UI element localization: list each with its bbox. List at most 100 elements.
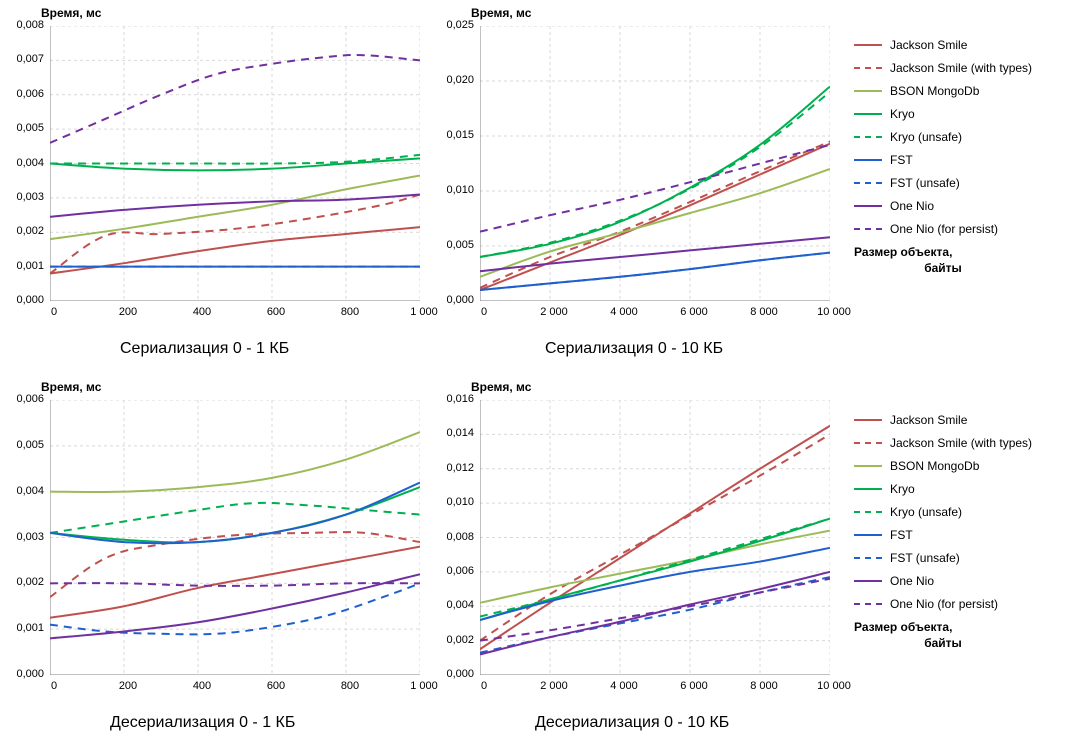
x-tick-label: 8 000 — [744, 306, 784, 318]
y-tick-label: 0,001 — [16, 622, 44, 634]
legend-1: Jackson SmileJackson Smile (with types)B… — [854, 413, 1032, 651]
legend-label: One Nio — [890, 574, 934, 588]
series-jackson_types — [50, 194, 420, 273]
legend-swatch — [854, 511, 882, 513]
x-axis-title-line1: Размер объекта, — [854, 620, 1032, 636]
y-tick-label: 0,015 — [446, 129, 474, 141]
x-tick-label: 6 000 — [674, 306, 714, 318]
figure: 02004006008001 0000,0000,0010,0020,0030,… — [0, 0, 1078, 741]
legend-swatch — [854, 419, 882, 421]
legend-label: Kryo — [890, 107, 915, 121]
legend-swatch — [854, 534, 882, 536]
chart-panel-3: 02 0004 0006 0008 00010 0000,0000,0020,0… — [480, 400, 830, 675]
x-tick-label: 2 000 — [534, 680, 574, 692]
legend-item-bson: BSON MongoDb — [854, 459, 1032, 473]
chart-panel-0: 02004006008001 0000,0000,0010,0020,0030,… — [50, 26, 420, 301]
y-tick-label: 0,004 — [446, 599, 474, 611]
legend-swatch — [854, 228, 882, 230]
panel-title: Сериализация 0 - 1 КБ — [120, 340, 289, 358]
y-tick-label: 0,006 — [446, 565, 474, 577]
panel-title: Сериализация 0 - 10 КБ — [545, 340, 723, 358]
y-tick-label: 0,008 — [16, 19, 44, 31]
series-bson — [480, 169, 830, 277]
series-bson — [480, 531, 830, 603]
y-tick-label: 0,002 — [446, 634, 474, 646]
x-axis-title: Размер объекта,байты — [854, 245, 1032, 276]
legend-label: One Nio — [890, 199, 934, 213]
y-tick-label: 0,002 — [16, 576, 44, 588]
y-tick-label: 0,000 — [446, 668, 474, 680]
legend-item-bson: BSON MongoDb — [854, 84, 1032, 98]
legend-swatch — [854, 44, 882, 46]
chart-svg — [50, 400, 420, 675]
y-tick-label: 0,010 — [446, 184, 474, 196]
chart-svg — [480, 400, 830, 675]
x-tick-label: 4 000 — [604, 680, 644, 692]
legend-item-fst: FST — [854, 528, 1032, 542]
chart-panel-2: 02004006008001 0000,0000,0010,0020,0030,… — [50, 400, 420, 675]
legend-item-onenio_persist: One Nio (for persist) — [854, 222, 1032, 236]
x-tick-label: 600 — [256, 680, 296, 692]
y-tick-label: 0,000 — [16, 294, 44, 306]
y-tick-label: 0,000 — [446, 294, 474, 306]
y-tick-label: 0,020 — [446, 74, 474, 86]
legend-item-fst_unsafe: FST (unsafe) — [854, 176, 1032, 190]
series-kryo — [480, 87, 830, 258]
legend-swatch — [854, 113, 882, 115]
x-axis-title: Размер объекта,байты — [854, 620, 1032, 651]
legend-label: One Nio (for persist) — [890, 222, 998, 236]
chart-svg — [50, 26, 420, 301]
legend-label: Kryo (unsafe) — [890, 130, 962, 144]
legend-item-onenio: One Nio — [854, 574, 1032, 588]
legend-label: FST (unsafe) — [890, 551, 960, 565]
legend-label: Kryo — [890, 482, 915, 496]
panel-title: Десериализация 0 - 10 КБ — [535, 714, 729, 732]
legend-swatch — [854, 67, 882, 69]
legend-label: FST — [890, 528, 913, 542]
y-tick-label: 0,005 — [16, 122, 44, 134]
x-tick-label: 400 — [182, 306, 222, 318]
x-tick-label: 0 — [34, 306, 74, 318]
y-axis-title: Время, мс — [41, 380, 101, 394]
x-axis-title-line2: байты — [854, 636, 1032, 652]
x-tick-label: 6 000 — [674, 680, 714, 692]
x-tick-label: 4 000 — [604, 306, 644, 318]
legend-item-kryo: Kryo — [854, 107, 1032, 121]
x-tick-label: 8 000 — [744, 680, 784, 692]
x-tick-label: 400 — [182, 680, 222, 692]
x-tick-label: 800 — [330, 306, 370, 318]
y-tick-label: 0,005 — [16, 439, 44, 451]
x-tick-label: 10 000 — [814, 306, 854, 318]
panel-title: Десериализация 0 - 1 КБ — [110, 714, 295, 732]
series-onenio_persist — [50, 55, 420, 143]
x-tick-label: 600 — [256, 306, 296, 318]
legend-swatch — [854, 580, 882, 582]
legend-label: Jackson Smile (with types) — [890, 61, 1032, 75]
legend-swatch — [854, 205, 882, 207]
y-tick-label: 0,001 — [16, 260, 44, 272]
legend-swatch — [854, 136, 882, 138]
legend-item-fst_unsafe: FST (unsafe) — [854, 551, 1032, 565]
series-kryo — [50, 487, 420, 542]
legend-0: Jackson SmileJackson Smile (with types)B… — [854, 38, 1032, 276]
legend-item-kryo_unsafe: Kryo (unsafe) — [854, 130, 1032, 144]
x-tick-label: 10 000 — [814, 680, 854, 692]
legend-label: One Nio (for persist) — [890, 597, 998, 611]
legend-label: BSON MongoDb — [890, 459, 979, 473]
y-tick-label: 0,003 — [16, 191, 44, 203]
x-axis-title-line1: Размер объекта, — [854, 245, 1032, 261]
y-tick-label: 0,012 — [446, 462, 474, 474]
y-tick-label: 0,008 — [446, 531, 474, 543]
legend-swatch — [854, 557, 882, 559]
legend-item-kryo_unsafe: Kryo (unsafe) — [854, 505, 1032, 519]
y-axis-title: Время, мс — [471, 380, 531, 394]
y-axis-title: Время, мс — [471, 6, 531, 20]
y-tick-label: 0,000 — [16, 668, 44, 680]
series-onenio — [480, 237, 830, 271]
x-tick-label: 0 — [34, 680, 74, 692]
y-tick-label: 0,025 — [446, 19, 474, 31]
y-tick-label: 0,014 — [446, 427, 474, 439]
y-tick-label: 0,010 — [446, 496, 474, 508]
series-bson — [50, 432, 420, 492]
x-tick-label: 2 000 — [534, 306, 574, 318]
